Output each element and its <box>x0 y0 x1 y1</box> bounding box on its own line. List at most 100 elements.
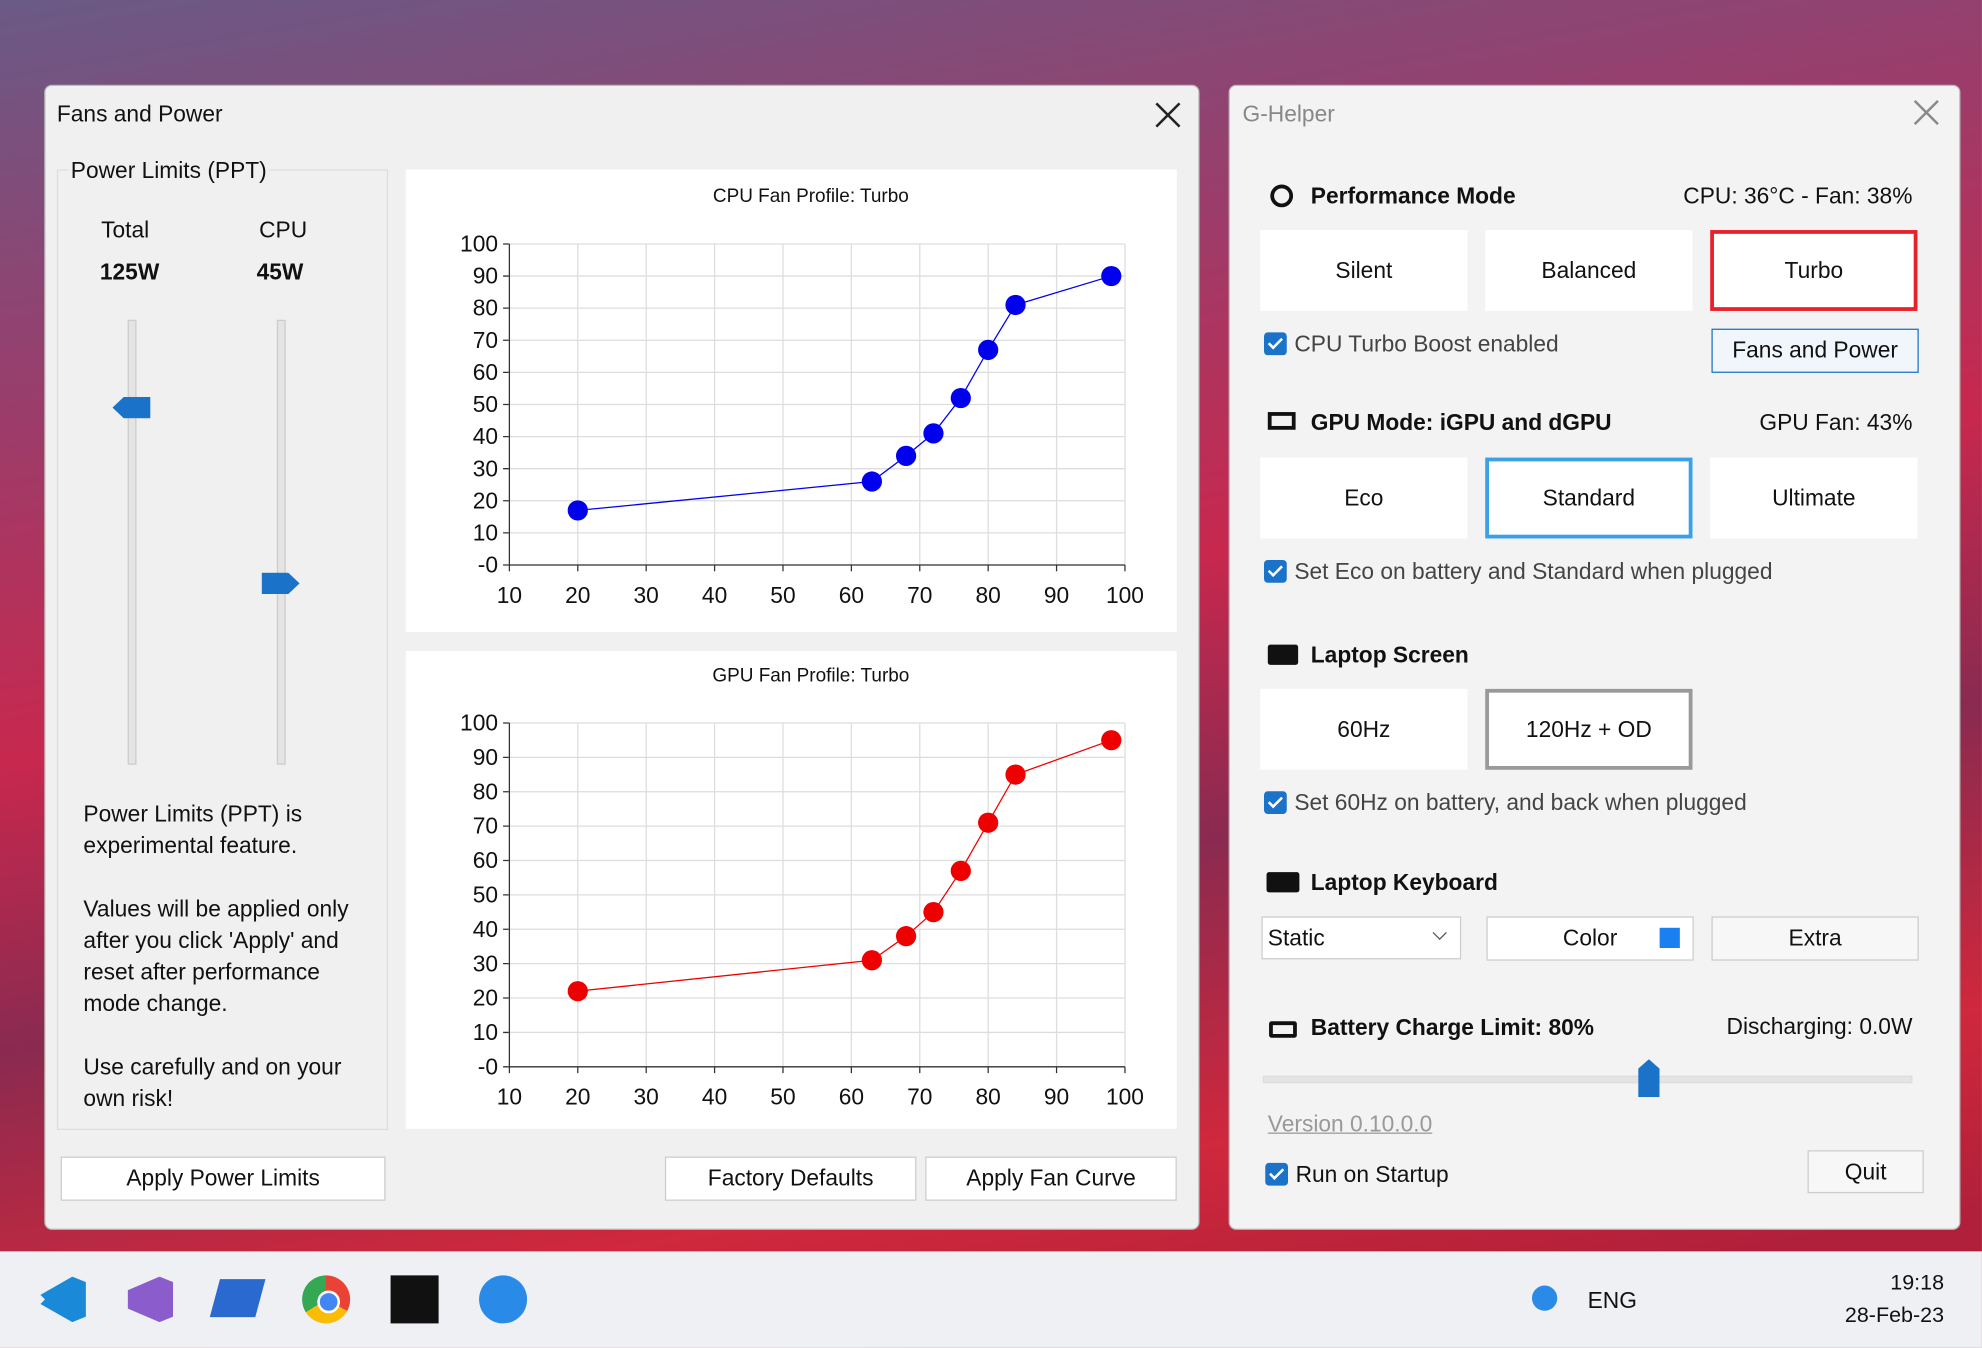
curve-point <box>950 860 971 881</box>
x-tick-label: 40 <box>702 582 727 608</box>
x-tick-label: 10 <box>497 1084 522 1110</box>
y-tick-label: 40 <box>473 916 498 942</box>
apply-fan-button[interactable]: Apply Fan Curve <box>925 1156 1177 1201</box>
fan-curve <box>577 739 1112 992</box>
curve-point <box>978 812 999 833</box>
app-icon[interactable] <box>390 1275 439 1324</box>
extra-button[interactable]: Extra <box>1711 916 1919 961</box>
x-tick-label: 50 <box>770 582 795 608</box>
x-tick-label: 60 <box>839 1084 864 1110</box>
keyboard-icon <box>1266 872 1300 893</box>
checkbox[interactable] <box>1264 559 1287 583</box>
note: Values will be applied only after you cl… <box>83 896 349 1017</box>
vscode-icon[interactable] <box>40 1276 86 1323</box>
curve-point <box>895 445 917 466</box>
factory-defaults-button[interactable]: Factory Defaults <box>664 1156 917 1201</box>
tray-ghelper-icon[interactable] <box>1531 1285 1558 1311</box>
gpu-icon <box>1267 412 1296 430</box>
battery-icon <box>1269 1021 1297 1038</box>
language[interactable]: ENG <box>1587 1288 1637 1314</box>
cpu-slider-track[interactable] <box>276 319 286 765</box>
total-value: 125W <box>99 259 160 285</box>
x-tick-label: 80 <box>976 1084 1001 1110</box>
mode-button[interactable]: Turbo <box>1710 230 1918 311</box>
checkbox[interactable] <box>1265 1162 1289 1186</box>
mode-button[interactable]: Balanced <box>1485 230 1693 311</box>
curve-point <box>567 500 588 521</box>
checkbox-label: CPU Turbo Boost enabled <box>1294 331 1559 357</box>
curve-point <box>861 950 883 971</box>
version-link[interactable]: Version 0.10.0.0 <box>1267 1111 1433 1137</box>
section-heading: Laptop Keyboard <box>1310 869 1498 895</box>
checkbox-label: Set 60Hz on battery, and back when plugg… <box>1294 790 1747 816</box>
close-button[interactable] <box>1154 101 1182 129</box>
curve-point <box>567 981 588 1002</box>
cpu-slider-thumb[interactable] <box>261 572 300 595</box>
y-tick-label: 50 <box>473 881 498 907</box>
curve-point <box>1101 265 1122 287</box>
battery-status: Discharging: 0.0W <box>1726 1013 1913 1040</box>
checkbox[interactable] <box>1264 791 1287 815</box>
gpu-mode-button[interactable]: Eco <box>1260 457 1468 539</box>
curve-point <box>895 926 917 947</box>
y-tick-label: 90 <box>473 263 498 289</box>
clock-time[interactable]: 19:18 <box>1890 1270 1945 1295</box>
powershell-icon[interactable] <box>209 1279 266 1318</box>
curve-point <box>1101 730 1122 751</box>
y-tick-label: 100 <box>460 231 498 257</box>
note: Use carefully and on your own risk! <box>83 1054 342 1112</box>
curve-point <box>923 423 944 444</box>
x-tick-label: 20 <box>565 1084 590 1110</box>
x-tick-label: 100 <box>1106 1084 1144 1110</box>
section-heading: GPU Mode: iGPU and dGPU <box>1310 409 1612 435</box>
group-title: Power Limits (PPT) <box>68 158 270 185</box>
y-tick-label: 40 <box>473 423 498 449</box>
checkbox-label: Run on Startup <box>1295 1161 1449 1187</box>
keyboard-mode-dropdown[interactable]: Static <box>1261 916 1462 960</box>
taskbar: ENG 19:18 28-Feb-23 <box>0 1251 1982 1348</box>
y-tick-label: 20 <box>473 985 498 1011</box>
x-tick-label: 100 <box>1106 582 1144 608</box>
y-tick-label: 10 <box>473 519 498 545</box>
fans-power-button[interactable]: Fans and Power <box>1711 328 1919 373</box>
y-tick-label: 30 <box>473 950 498 976</box>
notes: Power Limits (PPT) is experimental featu… <box>83 799 376 1115</box>
total-slider-thumb[interactable] <box>112 396 151 419</box>
x-tick-label: 90 <box>1044 582 1069 608</box>
checkbox[interactable] <box>1264 332 1287 356</box>
clock-date[interactable]: 28-Feb-23 <box>1844 1303 1945 1328</box>
visual-studio-icon[interactable] <box>127 1276 174 1323</box>
window-title: G-Helper <box>1242 101 1335 127</box>
x-tick-label: 10 <box>497 582 522 608</box>
curve-point <box>923 901 944 923</box>
curve-point <box>1005 294 1026 316</box>
screen-mode-button[interactable]: 120Hz + OD <box>1485 688 1693 770</box>
y-tick-label: 80 <box>473 778 498 804</box>
charge-slider-track[interactable] <box>1262 1075 1913 1084</box>
total-slider-track[interactable] <box>127 319 137 765</box>
y-tick-label: 10 <box>473 1019 498 1045</box>
ghelper-icon[interactable] <box>479 1275 528 1324</box>
gpu-mode-button[interactable]: Standard <box>1485 457 1693 539</box>
chart-title: GPU Fan Profile: Turbo <box>712 665 909 686</box>
y-tick-label: 80 <box>473 295 498 321</box>
y-tick-label: 60 <box>473 359 498 385</box>
close-button[interactable] <box>1912 99 1940 127</box>
charge-slider-thumb[interactable] <box>1638 1059 1660 1098</box>
color-button[interactable]: Color <box>1486 916 1694 961</box>
mode-button[interactable]: Silent <box>1260 230 1468 311</box>
y-tick-label: 70 <box>473 327 498 353</box>
ghelper-window: G-Helper Performance Mode CPU: 36°C - Fa… <box>1228 84 1961 1230</box>
gpu-mode-button[interactable]: Ultimate <box>1710 457 1918 539</box>
section-heading: Performance Mode <box>1310 183 1516 209</box>
cpu-status: CPU: 36°C - Fan: 38% <box>1683 183 1913 209</box>
apply-power-button[interactable]: Apply Power Limits <box>60 1156 386 1201</box>
screen-mode-button[interactable]: 60Hz <box>1260 688 1468 770</box>
total-label: Total <box>101 217 150 243</box>
y-tick-label: 30 <box>473 455 498 481</box>
chart-title: CPU Fan Profile: Turbo <box>713 186 909 207</box>
curve-point <box>861 471 883 492</box>
quit-button[interactable]: Quit <box>1807 1150 1924 1194</box>
window-title: Fans and Power <box>56 101 223 127</box>
